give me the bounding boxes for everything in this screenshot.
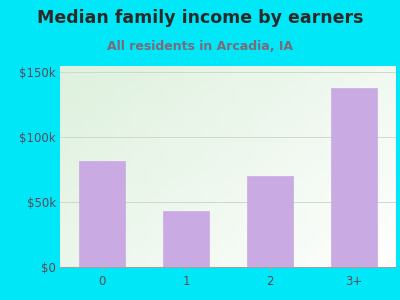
Bar <box>331 88 377 267</box>
Bar <box>163 211 209 267</box>
Text: All residents in Arcadia, IA: All residents in Arcadia, IA <box>107 40 293 53</box>
Bar <box>79 161 125 267</box>
Text: Median family income by earners: Median family income by earners <box>37 9 363 27</box>
Bar <box>247 176 293 267</box>
